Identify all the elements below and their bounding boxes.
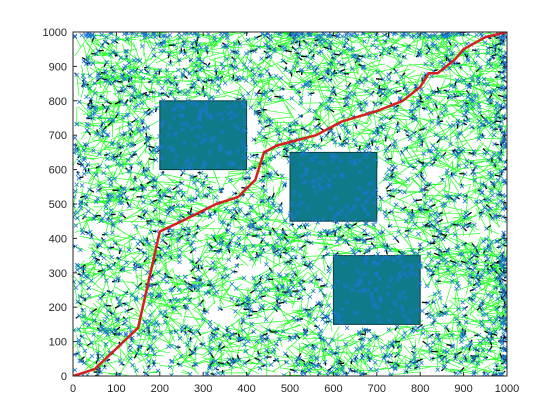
y-tick-label: 0 xyxy=(61,371,67,383)
y-tick-label: 300 xyxy=(49,268,67,280)
y-tick-label: 900 xyxy=(49,61,67,73)
x-tick-label: 700 xyxy=(368,383,386,395)
x-tick-label: 900 xyxy=(454,383,472,395)
axes: 0 100 200 300 400 500 600 700 800 900 1000 0 100 200 3… xyxy=(43,27,520,395)
obstacles-layer xyxy=(159,100,421,325)
x-tick-label: 300 xyxy=(194,383,212,395)
x-tick-label: 100 xyxy=(107,383,125,395)
y-tick-label: 200 xyxy=(49,302,67,314)
y-tick-label: 800 xyxy=(49,96,67,108)
obstacle-2 xyxy=(289,151,378,222)
planned-path xyxy=(73,32,507,376)
y-tick-label: 100 xyxy=(49,337,67,349)
y-tick-label: 600 xyxy=(49,165,67,177)
y-tick-label: 700 xyxy=(49,130,67,142)
x-tick-label: 200 xyxy=(151,383,169,395)
x-tick-label: 1000 xyxy=(495,383,519,395)
x-tick-label: 500 xyxy=(281,383,299,395)
y-tick-label: 1000 xyxy=(43,27,67,39)
x-tick-label: 800 xyxy=(411,383,429,395)
y-tick-label: 500 xyxy=(49,199,67,211)
y-tick-label: 400 xyxy=(49,233,67,245)
samples-layer xyxy=(73,32,507,376)
x-tick-label: 400 xyxy=(237,383,255,395)
x-tick-label: 600 xyxy=(324,383,342,395)
path-layer xyxy=(73,32,507,376)
sample-marker xyxy=(73,32,507,376)
x-tick-label: 0 xyxy=(70,383,76,395)
